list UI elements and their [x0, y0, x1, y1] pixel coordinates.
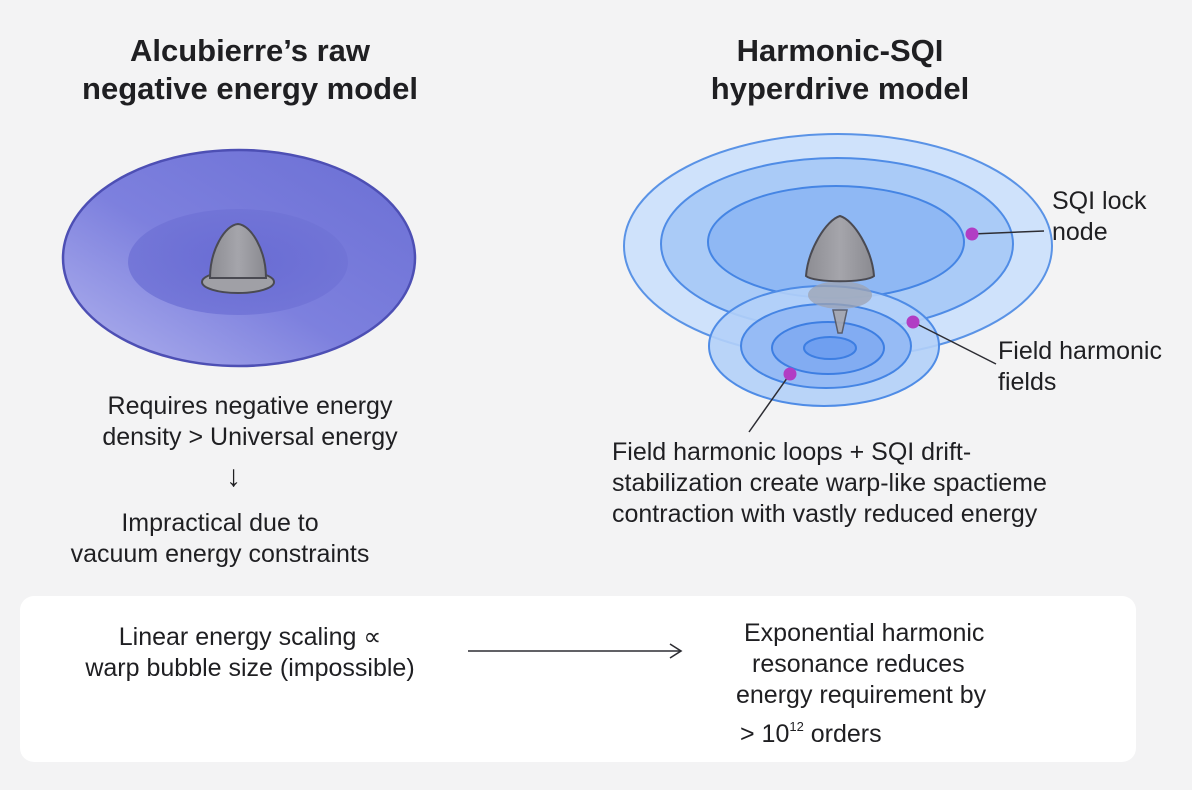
left-title-line: Alcubierre’s raw: [129, 33, 371, 68]
diagram-artwork: [61, 133, 1053, 433]
text-line: node: [1052, 218, 1108, 246]
text-line: warp bubble size (impossible): [85, 654, 415, 682]
text-line: Field harmonic loops + SQI drift-: [612, 438, 972, 466]
text-line: resonance reduces: [752, 650, 965, 678]
text-line: Impractical due to: [121, 509, 319, 537]
loop-node-icon: [783, 367, 797, 381]
text-line: Field harmonic: [998, 337, 1162, 365]
text-line: SQI lock: [1052, 187, 1147, 215]
text-line: Exponential harmonic: [744, 619, 985, 647]
field-node-icon: [906, 315, 920, 329]
left-ship-icon: [201, 222, 275, 294]
right-title-line: hyperdrive model: [710, 71, 970, 106]
orders-suffix: orders: [803, 720, 882, 748]
exponential-resonance-text: Exponential harmonic resonance reduces e…: [718, 618, 1078, 750]
sqi-lock-node-icon: [965, 227, 979, 241]
text-line: Requires negative energy: [107, 392, 393, 420]
orders-prefix: > 10: [740, 720, 790, 748]
right-description-text: Field harmonic loops + SQI drift- stabil…: [612, 437, 1172, 530]
comparison-panel: [20, 596, 1136, 762]
field-harmonic-label: Field harmonic fields: [998, 336, 1192, 398]
lower-harmonic-rings: [708, 285, 940, 407]
field-callout-line: [912, 321, 997, 365]
down-arrow-icon: ↓: [226, 460, 241, 493]
text-line: vacuum energy constraints: [70, 540, 370, 568]
upper-harmonic-rings: [623, 133, 1053, 359]
right-ship-icon: [804, 214, 876, 334]
text-line: contraction with vastly reduced energy: [612, 500, 1038, 528]
text-line: stabilization create warp-like spactieme: [612, 469, 1047, 497]
text-line: energy requirement by: [736, 681, 987, 709]
text-line: fields: [998, 368, 1057, 396]
loop-callout-line: [748, 373, 791, 433]
right-model-title: Harmonic-SQI hyperdrive model: [620, 32, 1060, 108]
right-title-line: Harmonic-SQI: [736, 33, 944, 68]
text-line: Linear energy scaling ∝: [118, 623, 382, 651]
text-line: > 1012 orders: [718, 711, 1078, 750]
orders-exponent: 12: [789, 719, 804, 734]
sqi-callout-line: [971, 230, 1045, 235]
left-requirement-text: Requires negative energy density > Unive…: [40, 391, 460, 453]
left-result-text: Impractical due to vacuum energy constra…: [20, 508, 420, 570]
sqi-lock-node-label: SQI lock node: [1052, 186, 1172, 248]
linear-scaling-text: Linear energy scaling ∝ warp bubble size…: [40, 622, 460, 684]
left-model-title: Alcubierre’s raw negative energy model: [30, 32, 470, 108]
left-title-line: negative energy model: [82, 71, 418, 106]
text-line: density > Universal energy: [102, 423, 398, 451]
